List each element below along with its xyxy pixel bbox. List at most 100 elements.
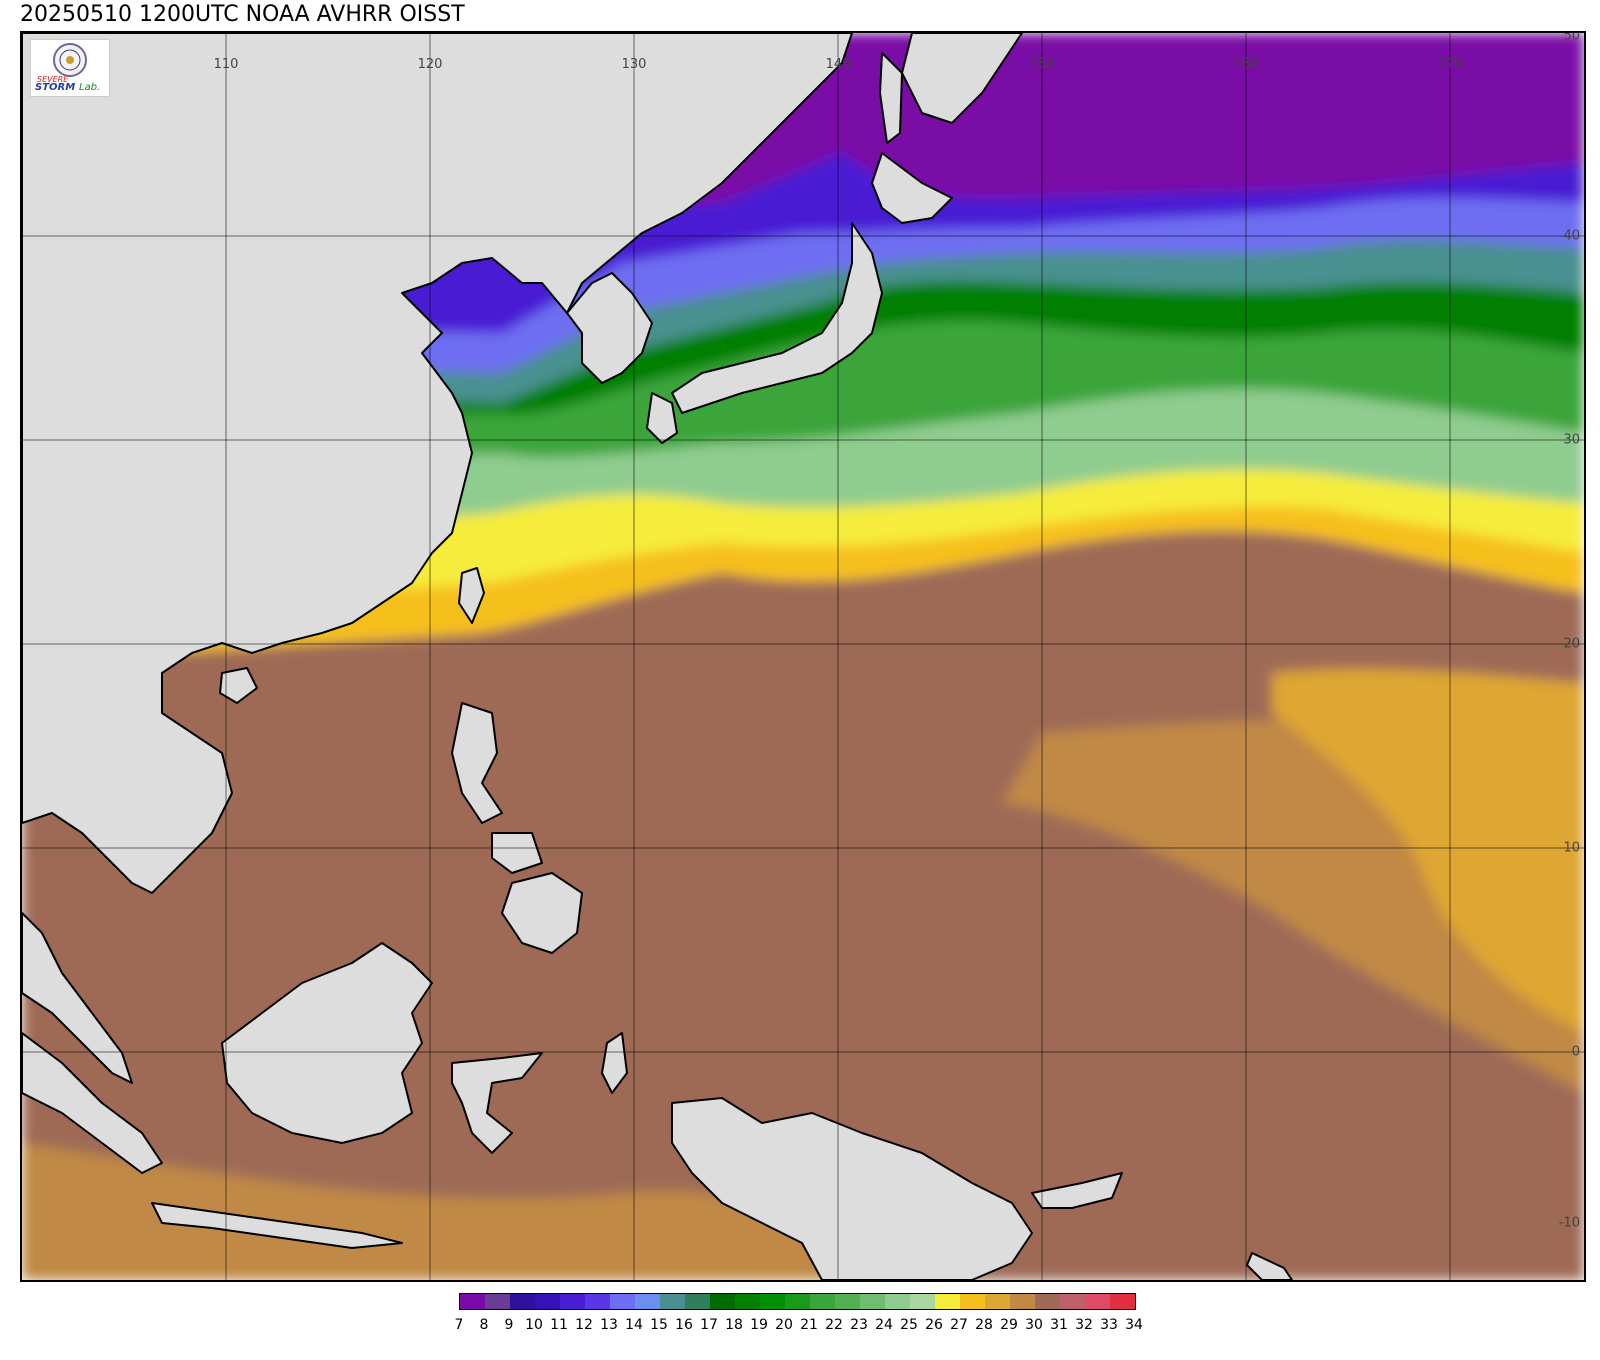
lat-label-40: 40 xyxy=(1563,228,1580,244)
logo-text-severe: SEVERE xyxy=(37,75,69,84)
legend-tick-label: 19 xyxy=(750,1317,768,1333)
legend-swatch xyxy=(735,1294,760,1309)
legend-tick-label: 12 xyxy=(575,1317,593,1333)
sst-map-canvas xyxy=(22,33,1584,1280)
sakhalin xyxy=(879,52,903,144)
lat-label-20: 20 xyxy=(1563,636,1580,652)
legend-tick-label: 29 xyxy=(1000,1317,1018,1333)
lon-label-150: 150 xyxy=(1029,57,1055,72)
legend-tick-label: 18 xyxy=(725,1317,743,1333)
legend-swatch xyxy=(960,1294,985,1309)
legend-swatch xyxy=(585,1294,610,1309)
sumatra xyxy=(22,1032,163,1174)
japan-hokkaido xyxy=(871,152,953,224)
legend-swatch xyxy=(1110,1294,1135,1309)
lat-label-50: 50 xyxy=(1563,31,1580,44)
legend-tick-label: 7 xyxy=(454,1317,464,1333)
legend-swatch xyxy=(810,1294,835,1309)
malay-peninsula xyxy=(22,912,133,1084)
legend-tick-label: 27 xyxy=(950,1317,968,1333)
asian-mainland xyxy=(22,33,853,894)
korean-peninsula xyxy=(566,272,653,384)
legend-swatch xyxy=(985,1294,1010,1309)
legend-swatch xyxy=(760,1294,785,1309)
legend-tick-label: 28 xyxy=(975,1317,993,1333)
legend-tick-label: 34 xyxy=(1125,1317,1143,1333)
legend-tick-label: 23 xyxy=(850,1317,868,1333)
legend-swatch xyxy=(710,1294,735,1309)
legend-swatch xyxy=(660,1294,685,1309)
sulawesi xyxy=(451,1052,543,1154)
legend-swatch xyxy=(485,1294,510,1309)
legend-swatch xyxy=(935,1294,960,1309)
hainan xyxy=(219,667,258,704)
legend-swatch xyxy=(510,1294,535,1309)
taiwan xyxy=(458,567,485,624)
legend-tick-label: 14 xyxy=(625,1317,643,1333)
java xyxy=(151,1202,403,1249)
graticule xyxy=(22,33,1584,1280)
lat-label-10: 10 xyxy=(1563,840,1580,856)
legend-tick-label: 16 xyxy=(675,1317,693,1333)
legend-swatch xyxy=(785,1294,810,1309)
legend-tick-label: 10 xyxy=(525,1317,543,1333)
legend-color-bar xyxy=(459,1293,1136,1310)
legend-tick-label: 11 xyxy=(550,1317,568,1333)
legend-tick-label: 31 xyxy=(1050,1317,1068,1333)
legend-tick-label: 9 xyxy=(504,1317,514,1333)
legend-swatch xyxy=(685,1294,710,1309)
logo-text-storm: STORM xyxy=(35,82,75,93)
lon-label-120: 120 xyxy=(417,57,443,72)
logo-emblem-icon: STORM SEVERE Lab. xyxy=(35,43,100,93)
legend-swatch xyxy=(910,1294,935,1309)
philippines-mindanao xyxy=(501,872,583,954)
legend-swatch xyxy=(860,1294,885,1309)
legend-tick-label: 24 xyxy=(875,1317,893,1333)
legend-tick-label: 15 xyxy=(650,1317,668,1333)
japan-honshu xyxy=(671,222,883,414)
legend-swatch xyxy=(1010,1294,1035,1309)
legend-swatch xyxy=(1035,1294,1060,1309)
legend-swatch xyxy=(835,1294,860,1309)
halmahera xyxy=(601,1032,628,1094)
legend-tick-label: 17 xyxy=(700,1317,718,1333)
severe-storm-lab-logo: STORM SEVERE Lab. xyxy=(30,39,110,97)
sst-color-legend: 7 8 9 10 11 12 13 14 15 16 17 18 19 20 21 22 23 24 25 26 27 2… xyxy=(455,1293,1147,1353)
legend-tick-label: 30 xyxy=(1025,1317,1043,1333)
legend-swatch xyxy=(610,1294,635,1309)
sst-map: 110 120 130 140 150 160 170 50 40 30 20 … xyxy=(20,31,1586,1282)
philippines-visayas xyxy=(491,832,543,874)
legend-tick-label: 33 xyxy=(1100,1317,1118,1333)
legend-swatch xyxy=(885,1294,910,1309)
logo-text-lab: Lab. xyxy=(79,82,100,93)
legend-tick-label: 32 xyxy=(1075,1317,1093,1333)
kamchatka xyxy=(901,33,1023,124)
legend-swatch xyxy=(1060,1294,1085,1309)
legend-swatch xyxy=(460,1294,485,1309)
legend-tick-label: 8 xyxy=(479,1317,489,1333)
legend-tick-label: 13 xyxy=(600,1317,618,1333)
borneo xyxy=(221,942,433,1144)
land xyxy=(22,33,1293,1280)
lon-label-110: 110 xyxy=(213,57,239,72)
new-guinea xyxy=(671,1097,1033,1280)
legend-swatch xyxy=(635,1294,660,1309)
legend-swatch xyxy=(535,1294,560,1309)
lat-label-minus-10: -10 xyxy=(1558,1215,1580,1231)
lon-label-170: 170 xyxy=(1437,57,1463,72)
solomon-islands xyxy=(1246,1252,1293,1280)
japan-kyushu xyxy=(646,392,678,444)
lat-label-30: 30 xyxy=(1563,432,1580,448)
lon-label-140: 140 xyxy=(825,57,851,72)
legend-tick-label: 22 xyxy=(825,1317,843,1333)
lon-label-130: 130 xyxy=(621,57,647,72)
legend-tick-label: 26 xyxy=(925,1317,943,1333)
map-title: 20250510 1200UTC NOAA AVHRR OISST xyxy=(20,2,465,27)
lat-label-0: 0 xyxy=(1571,1044,1580,1060)
legend-tick-label: 20 xyxy=(775,1317,793,1333)
philippines-luzon xyxy=(451,702,503,824)
lon-label-160: 160 xyxy=(1233,57,1259,72)
legend-swatch xyxy=(560,1294,585,1309)
legend-tick-label: 21 xyxy=(800,1317,818,1333)
legend-tick-label: 25 xyxy=(900,1317,918,1333)
